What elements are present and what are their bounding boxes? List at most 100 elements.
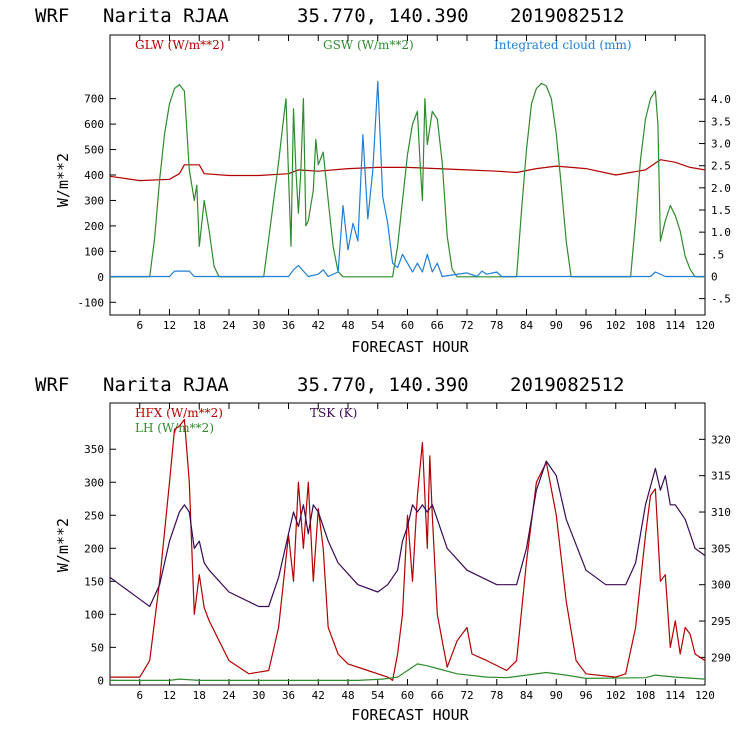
bottom-x-tick-label: 30 [252, 689, 265, 702]
top-panel: WRF Narita RJAA 35.770, 140.390 20190825… [35, 5, 731, 356]
bottom-x-tick-label: 24 [222, 689, 236, 702]
bottom-x-tick-label: 114 [665, 689, 685, 702]
top-x-tick-label: 72 [460, 319, 473, 332]
top-y2-tick-label: 3.5 [711, 115, 731, 128]
top-x-tick-label: 36 [282, 319, 295, 332]
bottom-x-tick-label: 12 [163, 689, 176, 702]
top-x-tick-label: 84 [520, 319, 534, 332]
top-init-label: 2019082512 [510, 5, 624, 27]
top-y-axis-title: W/m**2 [54, 153, 72, 207]
bottom-x-tick-label: 108 [636, 689, 656, 702]
bottom-y-tick-label: 50 [91, 641, 104, 654]
bottom-y2-tick-label: 305 [711, 542, 731, 555]
top-y2-tick-label: 0 [711, 270, 718, 283]
top-series-integrated-line [110, 80, 705, 278]
bottom-x-tick-label: 48 [341, 689, 354, 702]
bottom-y-tick-label: 200 [84, 542, 104, 555]
bottom-y-axis-title: W/m**2 [54, 518, 72, 572]
bottom-x-tick-label: 90 [550, 689, 563, 702]
top-model-label: WRF [35, 5, 69, 27]
top-y2-tick-label: 3.0 [711, 138, 731, 151]
top-x-tick-label: 6 [136, 319, 143, 332]
top-x-tick-label: 120 [695, 319, 715, 332]
top-x-axis-title: FORECAST HOUR [351, 338, 469, 356]
bottom-x-axis-title: FORECAST HOUR [351, 706, 469, 724]
top-x-tick-label: 30 [252, 319, 265, 332]
bottom-y-tick-label: 150 [84, 575, 104, 588]
top-y2-tick-label: 1.0 [711, 226, 731, 239]
top-legend-cloud: Integrated cloud (mm) [494, 38, 632, 52]
top-x-tick-label: 54 [371, 319, 385, 332]
bottom-y-tick-label: 300 [84, 476, 104, 489]
top-legend-glw: GLW (W/m**2) [135, 38, 224, 52]
bottom-panel: WRF Narita RJAA 35.770, 140.390 20190825… [35, 374, 731, 724]
bottom-init-label: 2019082512 [510, 374, 624, 396]
bottom-y-tick-label: 100 [84, 608, 104, 621]
top-x-tick-label: 96 [579, 319, 592, 332]
bottom-x-tick-label: 60 [401, 689, 414, 702]
top-x-tick-label: 42 [312, 319, 325, 332]
bottom-legend-tsk: TSK (K) [310, 406, 357, 420]
top-coords-label: 35.770, 140.390 [297, 5, 469, 27]
bottom-legend-lh: LH (W/m**2) [135, 421, 214, 435]
top-y-tick-label: 500 [84, 144, 104, 157]
bottom-x-tick-label: 120 [695, 689, 715, 702]
bottom-legend-hfx: HFX (W/m**2) [135, 406, 223, 420]
bottom-x-tick-label: 6 [136, 689, 143, 702]
top-y2-tick-label: 2.5 [711, 160, 731, 173]
bottom-x-tick-label: 54 [371, 689, 385, 702]
top-station-label: Narita RJAA [103, 5, 229, 27]
bottom-plot-frame [109, 402, 706, 686]
top-x-tick-label: 18 [193, 319, 206, 332]
top-series-gsw-line [110, 82, 705, 278]
bottom-series-lh-line [110, 663, 706, 681]
top-y-tick-label: -100 [78, 296, 105, 309]
top-x-tick-label: 24 [222, 319, 236, 332]
bottom-coords-label: 35.770, 140.390 [297, 374, 469, 396]
top-y-tick-label: 0 [97, 271, 104, 284]
top-x-tick-label: 108 [636, 319, 656, 332]
bottom-series-hfx-line [110, 418, 706, 681]
bottom-y-tick-label: 250 [84, 509, 104, 522]
top-y-tick-label: 700 [84, 93, 104, 106]
bottom-x-tick-label: 66 [431, 689, 444, 702]
bottom-y-tick-label: 350 [84, 443, 104, 456]
bottom-y2-tick-label: 310 [711, 506, 731, 519]
top-legend-gsw: GSW (W/m**2) [323, 38, 414, 52]
bottom-x-tick-label: 96 [579, 689, 592, 702]
top-x-tick-label: 66 [431, 319, 444, 332]
top-y-tick-label: 300 [84, 194, 104, 207]
top-y2-tick-label: 2.0 [711, 182, 731, 195]
top-y-tick-label: 200 [84, 220, 104, 233]
top-x-tick-label: 60 [401, 319, 414, 332]
top-x-tick-label: 114 [665, 319, 685, 332]
top-y2-tick-label: -.5 [711, 293, 731, 306]
bottom-y-tick-label: 0 [97, 674, 104, 687]
top-x-tick-label: 78 [490, 319, 503, 332]
bottom-x-tick-label: 84 [520, 689, 534, 702]
top-y-tick-label: 100 [84, 245, 104, 258]
top-x-tick-label: 102 [606, 319, 626, 332]
bottom-x-tick-label: 72 [460, 689, 473, 702]
top-y2-tick-label: .5 [711, 248, 724, 261]
bottom-model-label: WRF [35, 374, 69, 396]
top-x-tick-label: 48 [341, 319, 354, 332]
top-y2-tick-label: 1.5 [711, 204, 731, 217]
bottom-x-tick-label: 42 [312, 689, 325, 702]
bottom-y2-tick-label: 295 [711, 615, 731, 628]
top-y-tick-label: 600 [84, 118, 104, 131]
bottom-station-label: Narita RJAA [103, 374, 229, 396]
bottom-y2-tick-label: 315 [711, 470, 731, 483]
top-x-tick-label: 90 [550, 319, 563, 332]
bottom-x-tick-label: 102 [606, 689, 626, 702]
bottom-y2-tick-label: 320 [711, 433, 731, 446]
top-series-glw-line [109, 159, 706, 182]
top-x-tick-label: 12 [163, 319, 176, 332]
bottom-series-tsk-line [109, 460, 706, 608]
bottom-y2-tick-label: 290 [711, 651, 731, 664]
top-y-tick-label: 400 [84, 169, 104, 182]
bottom-x-tick-label: 18 [193, 689, 206, 702]
bottom-x-tick-label: 78 [490, 689, 503, 702]
bottom-x-tick-label: 36 [282, 689, 295, 702]
